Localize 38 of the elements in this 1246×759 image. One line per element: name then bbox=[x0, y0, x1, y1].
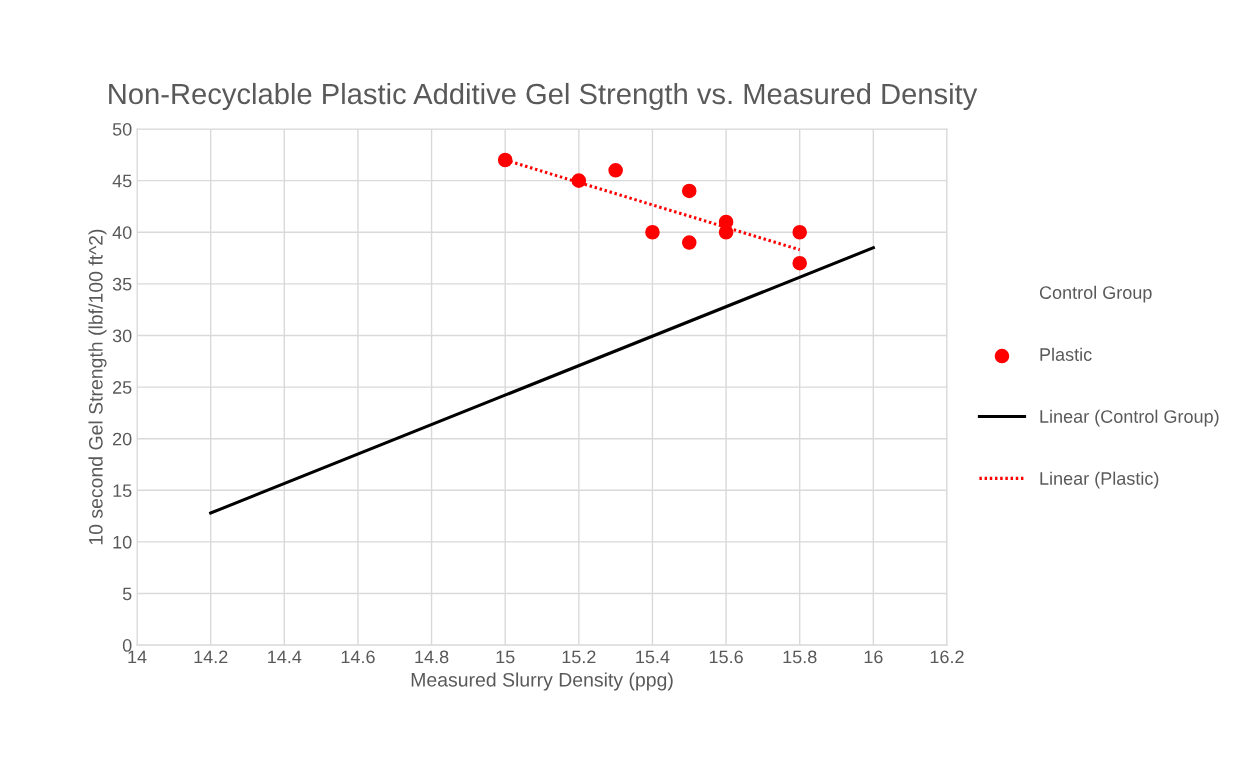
legend-label: Plastic bbox=[1040, 347, 1092, 361]
point bbox=[608, 163, 623, 178]
point bbox=[681, 183, 697, 199]
x-tick-label: 15.2 bbox=[562, 650, 596, 664]
y-tick-label: 40 bbox=[112, 226, 132, 239]
y-tick-label: 15 bbox=[113, 484, 132, 498]
point bbox=[571, 173, 587, 188]
x-tick-label: 14.2 bbox=[194, 650, 228, 664]
y-tick-label: 10 bbox=[113, 535, 132, 549]
y-axis-title: 10 second Gel Strength (lbf/100 ft^2) bbox=[88, 229, 107, 545]
point bbox=[792, 224, 807, 240]
y-tick-label: 50 bbox=[112, 122, 132, 136]
point bbox=[645, 224, 660, 240]
x-tick-label: 15.8 bbox=[783, 650, 817, 664]
legend-label: Linear (Control Group) bbox=[1040, 409, 1219, 427]
x-tick-label: 14.4 bbox=[268, 650, 302, 664]
x-tick-label: 14.8 bbox=[415, 650, 449, 664]
x-tick-label: 16.2 bbox=[930, 650, 964, 664]
text: Control Group bbox=[1039, 285, 1152, 303]
y-tick-label: 20 bbox=[113, 432, 132, 446]
y-tick-label: 35 bbox=[112, 277, 132, 291]
y-tick-label: 30 bbox=[112, 329, 132, 343]
point bbox=[681, 235, 697, 250]
y-tick-label: 0 bbox=[122, 639, 132, 652]
point bbox=[497, 152, 513, 168]
x-axis-title: Measured Slurry Density (ppg) bbox=[411, 672, 673, 691]
y-tick-label: 5 bbox=[122, 587, 132, 601]
chart-title: Non-Recyclable Plastic Additive Gel Strength vs. Measured Density bbox=[109, 82, 978, 111]
x-tick-label: 15.4 bbox=[636, 650, 670, 664]
y-tick-label: 45 bbox=[112, 174, 132, 188]
legend-label: Linear (Plastic) bbox=[1040, 471, 1159, 489]
point bbox=[792, 255, 807, 271]
x-tick-label: 14.6 bbox=[341, 650, 375, 664]
x-tick-label: 15.6 bbox=[709, 650, 743, 664]
x-tick-label: 15 bbox=[496, 650, 515, 664]
y-tick-label: 25 bbox=[113, 381, 132, 394]
x-tick-label: 14 bbox=[128, 650, 147, 664]
x-tick-label: 16 bbox=[864, 650, 883, 664]
